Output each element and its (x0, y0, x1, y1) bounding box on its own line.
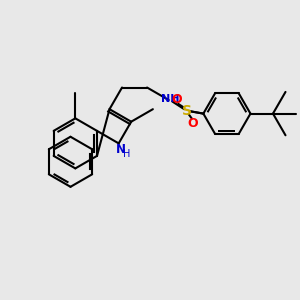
Text: H: H (123, 149, 130, 159)
Text: O: O (187, 116, 198, 130)
Text: O: O (172, 93, 182, 106)
Text: NH: NH (161, 94, 179, 103)
Text: N: N (116, 143, 126, 156)
Text: S: S (182, 104, 192, 118)
